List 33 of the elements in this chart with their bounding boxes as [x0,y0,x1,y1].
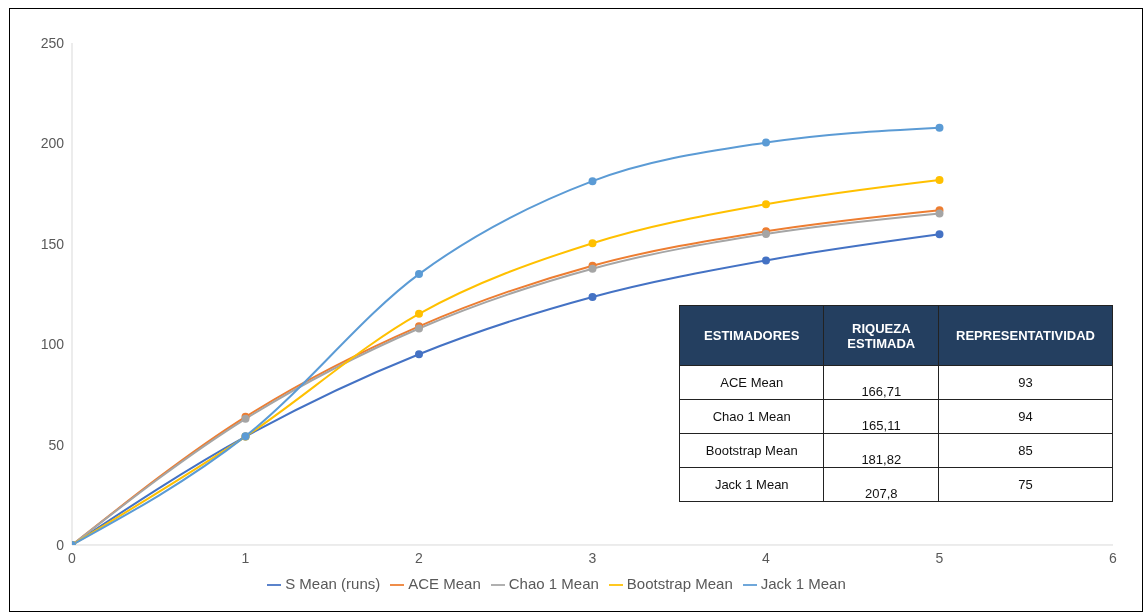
legend-label: S Mean (runs) [285,574,381,592]
x-tick-label: 4 [762,549,771,566]
legend-label: Bootstrap Mean [626,574,733,592]
y-tick-label: 50 [48,436,65,453]
annotation: Bootstrap Mean [679,433,824,468]
legend-label: Chao 1 Mean [508,574,599,592]
y-tick-label: 200 [40,135,65,152]
annotation: 165,11 [823,399,939,434]
annotation: 181,82 [823,433,939,468]
x-tick-label: 0 [68,549,77,566]
annotation: 93 [938,365,1113,400]
legend-label: Jack 1 Mean [760,574,846,592]
annotation: 207,8 [823,467,939,502]
annotation: RIQUEZA ESTIMADA [823,305,939,366]
x-tick-label: 3 [588,549,597,566]
x-tick-label: 1 [241,549,250,566]
annotation: 85 [938,433,1113,468]
annotation: REPRESENTATIVIDAD [938,305,1113,366]
annotation: 75 [938,467,1113,502]
legend-label: ACE Mean [408,574,481,592]
annotation: ESTIMADORES [679,305,824,366]
y-tick-label: 100 [40,336,65,353]
x-tick-label: 5 [935,549,944,566]
x-tick-label: 6 [1109,549,1118,566]
annotation: 166,71 [823,365,939,400]
annotation: ACE Mean [679,365,824,400]
y-tick-label: 250 [40,34,65,51]
x-tick-label: 2 [415,549,424,566]
annotation: 94 [938,399,1113,434]
y-tick-label: 0 [56,536,65,553]
y-tick-label: 150 [40,235,65,252]
annotation: Chao 1 Mean [679,399,824,434]
annotation: Jack 1 Mean [679,467,824,502]
